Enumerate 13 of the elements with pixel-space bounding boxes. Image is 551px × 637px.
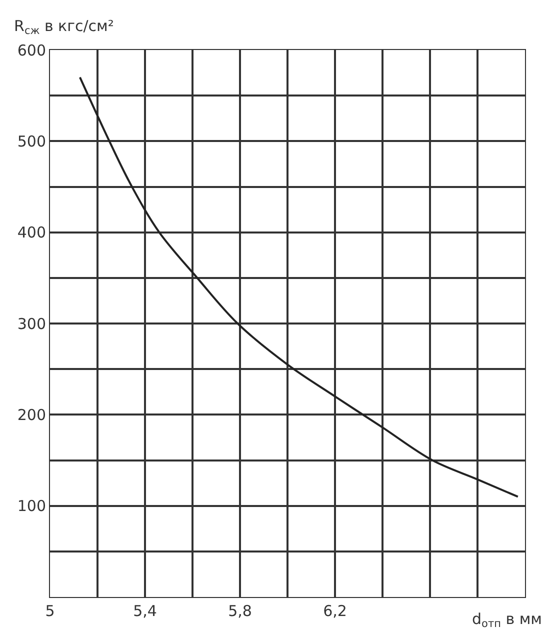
y-axis-title: R$_{сж}$ в кгс/см² bbox=[14, 17, 114, 38]
x-tick-label: 5,8 bbox=[228, 602, 252, 620]
y-tick-label: 300 bbox=[17, 314, 46, 333]
y-tick-label: 400 bbox=[17, 224, 46, 242]
x-tick-label: 6,2 bbox=[323, 602, 347, 620]
y-tick-label: 200 bbox=[17, 406, 46, 424]
y-tick-label: 100 bbox=[17, 497, 46, 516]
y-tick-label: 600 bbox=[17, 41, 46, 60]
y-tick-label: 500 bbox=[17, 132, 46, 150]
line-series bbox=[78, 76, 519, 498]
x-tick-label: 5,4 bbox=[133, 602, 157, 620]
x-tick-label: 5 bbox=[45, 602, 55, 620]
x-axis-title: d$_{отп}$ в мм bbox=[472, 610, 542, 630]
